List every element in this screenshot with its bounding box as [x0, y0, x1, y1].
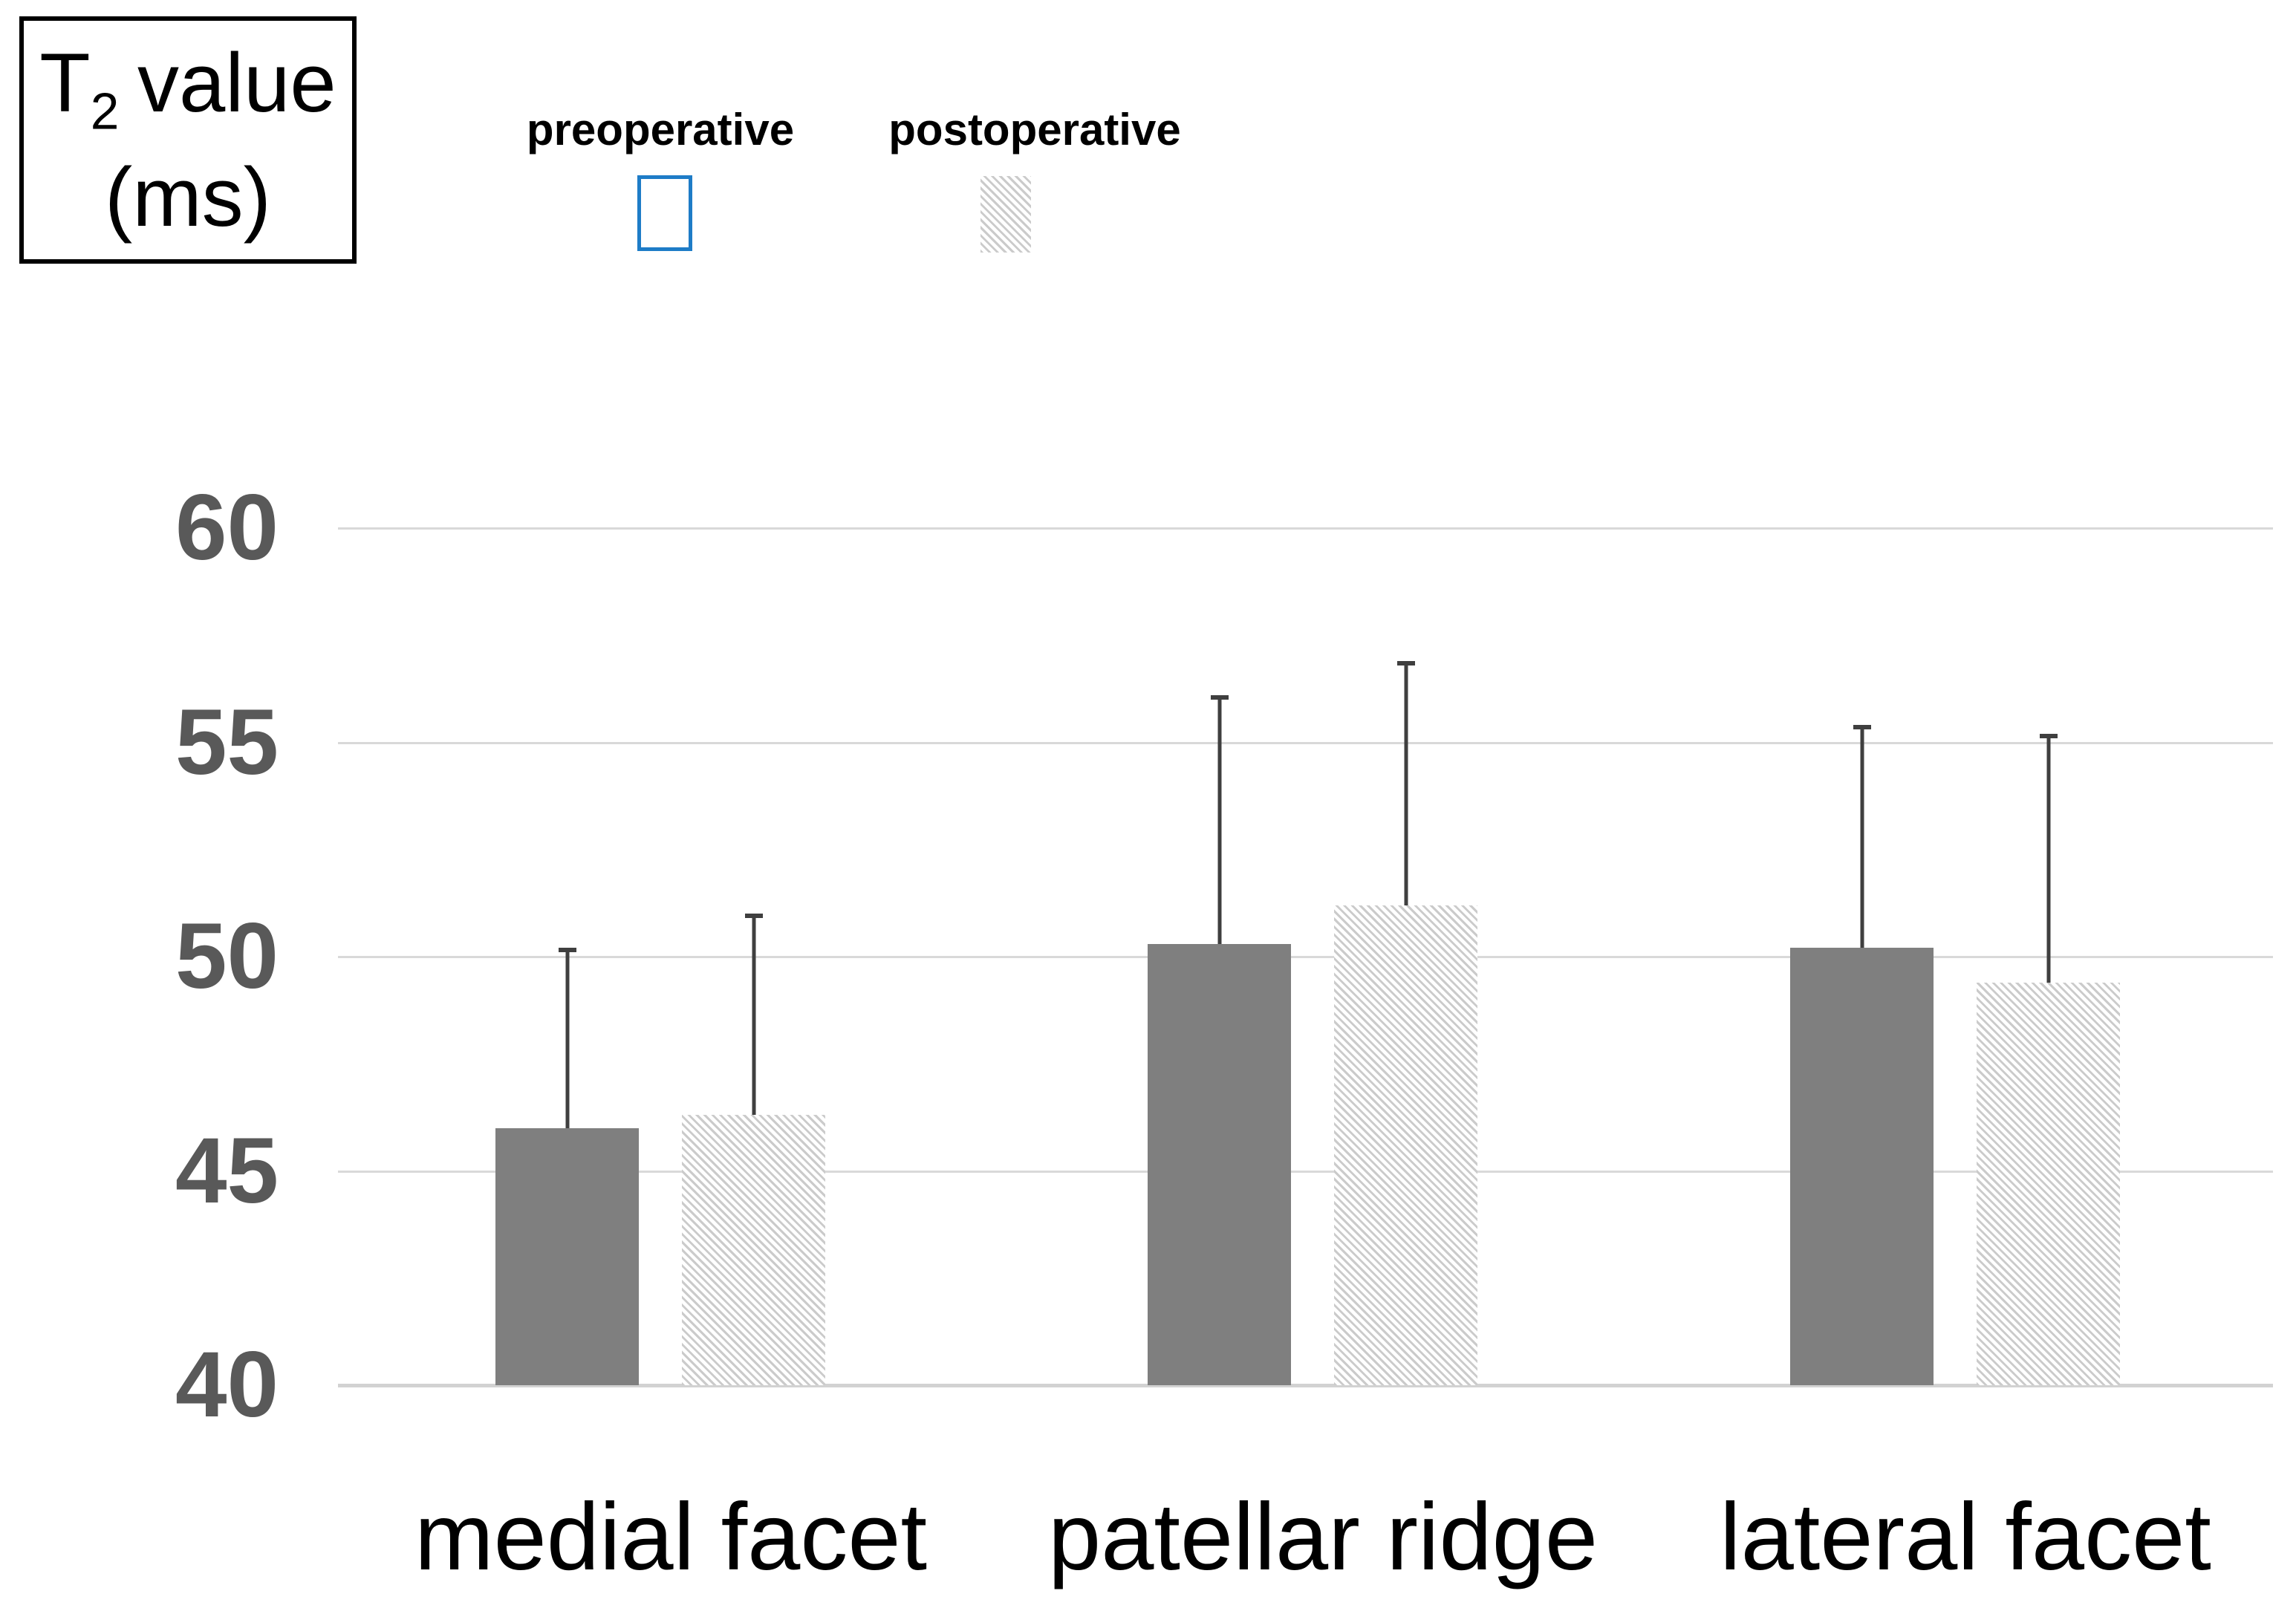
gridline-60 — [338, 527, 2273, 530]
error-bar-cap — [744, 914, 763, 919]
y-tick-label-50: 50 — [175, 905, 279, 1008]
x-category-label-medial-facet: medial facet — [414, 1484, 928, 1590]
legend-label-postoperative: postoperative — [888, 105, 1181, 154]
y-axis-title-box: T2 value (ms) — [19, 16, 357, 264]
title-symbol: T — [39, 36, 91, 129]
y-tick-label-45: 45 — [175, 1119, 279, 1223]
error-bar-patellar-ridge-postoperative — [1396, 660, 1415, 905]
y-tick-label-60: 60 — [175, 476, 279, 579]
y-tick-label-55: 55 — [175, 690, 279, 794]
error-bar-patellar-ridge-preoperative — [1210, 695, 1229, 944]
error-bar-stem — [2046, 733, 2050, 983]
error-bar-medial-facet-preoperative — [558, 948, 576, 1128]
gridline-50 — [338, 956, 2273, 958]
legend-label-preoperative: preoperative — [526, 105, 795, 154]
bar-patellar-ridge-postoperative — [1334, 905, 1477, 1385]
error-bar-cap — [1396, 660, 1415, 665]
legend-swatch-postoperative — [980, 176, 1031, 253]
y-axis-title-line1: T2 value — [39, 30, 336, 144]
title-subscript: 2 — [90, 82, 120, 140]
error-bar-stem — [1404, 660, 1408, 905]
error-bar-lateral-facet-postoperative — [2039, 733, 2058, 983]
error-bar-stem — [1217, 695, 1221, 944]
error-bar-medial-facet-postoperative — [744, 914, 763, 1116]
bar-medial-facet-preoperative — [495, 1127, 639, 1385]
error-bar-cap — [2039, 733, 2058, 738]
x-category-label-patellar-ridge: patellar ridge — [1048, 1484, 1598, 1590]
legend-swatch-preoperative — [637, 175, 692, 251]
title-rest: value — [137, 36, 336, 129]
gridline-45 — [338, 1170, 2273, 1173]
error-bar-cap — [1210, 695, 1229, 700]
y-tick-label-40: 40 — [175, 1333, 279, 1436]
y-axis-title-line2: (ms) — [105, 150, 271, 244]
bar-lateral-facet-postoperative — [1977, 982, 2120, 1385]
error-bar-lateral-facet-preoperative — [1853, 725, 1871, 948]
bar-patellar-ridge-preoperative — [1148, 943, 1291, 1385]
error-bar-cap — [558, 948, 576, 953]
gridline-55 — [338, 741, 2273, 744]
error-bar-cap — [1853, 725, 1871, 730]
x-category-label-lateral-facet: lateral facet — [1720, 1484, 2211, 1590]
bar-medial-facet-postoperative — [682, 1115, 825, 1385]
gridline-40 — [338, 1384, 2273, 1387]
error-bar-stem — [752, 914, 755, 1116]
bar-lateral-facet-preoperative — [1790, 948, 1934, 1385]
error-bar-stem — [1860, 725, 1864, 948]
error-bar-stem — [565, 948, 569, 1128]
